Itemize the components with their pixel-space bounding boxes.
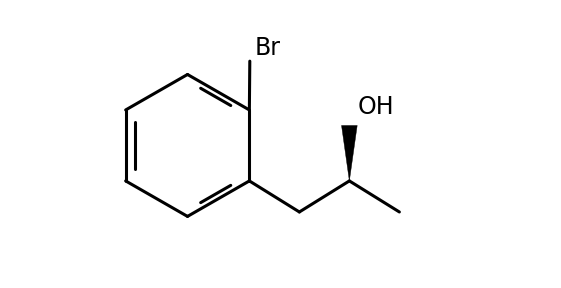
Text: OH: OH [358, 95, 395, 119]
Polygon shape [342, 126, 357, 181]
Text: Br: Br [254, 36, 280, 60]
